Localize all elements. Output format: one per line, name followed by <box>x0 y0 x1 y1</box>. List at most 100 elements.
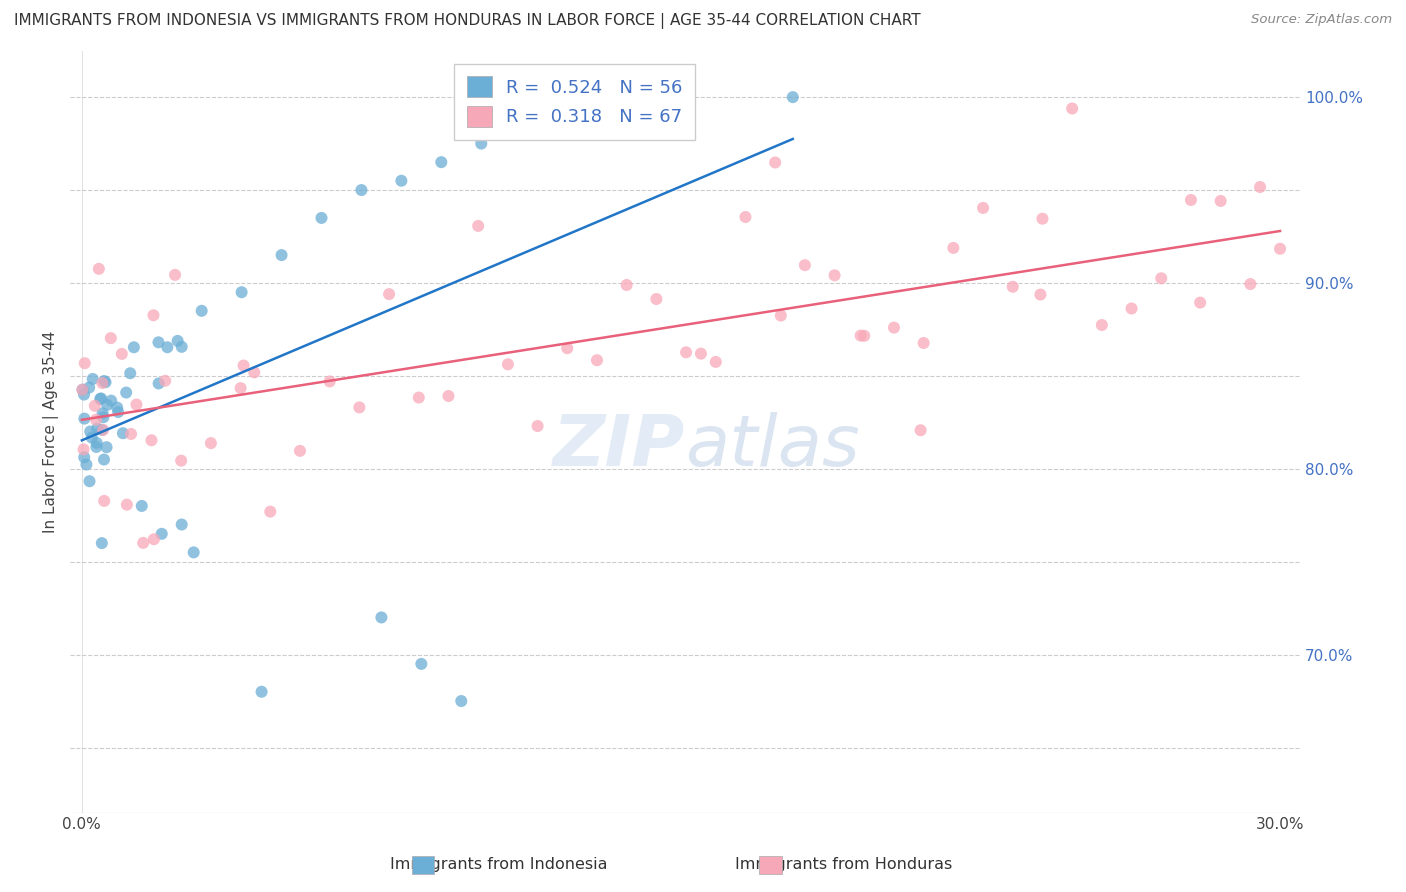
Point <box>96 440 118 454</box>
Point <box>370 610 392 624</box>
Point <box>148 376 170 391</box>
Point <box>115 498 138 512</box>
Point <box>1029 287 1052 301</box>
Point <box>734 210 756 224</box>
Point <box>73 356 96 370</box>
Point <box>675 345 697 359</box>
Point <box>411 657 433 671</box>
Point <box>91 406 114 420</box>
Point <box>170 453 193 467</box>
Point <box>243 365 266 379</box>
Point <box>526 419 548 434</box>
Text: atlas: atlas <box>685 412 859 482</box>
Point <box>107 405 129 419</box>
Point <box>83 399 105 413</box>
Point <box>166 334 188 348</box>
Point <box>378 287 401 301</box>
Point <box>910 423 932 437</box>
Point <box>86 436 108 450</box>
Point <box>824 268 846 283</box>
Point <box>125 398 148 412</box>
Point <box>1249 180 1271 194</box>
Point <box>141 434 163 448</box>
Point <box>142 308 165 322</box>
Point <box>437 389 460 403</box>
Point <box>148 335 170 350</box>
Point <box>94 376 117 390</box>
Point <box>1001 279 1024 293</box>
Text: Immigrants from Honduras: Immigrants from Honduras <box>735 857 952 872</box>
Point <box>91 376 114 390</box>
Point <box>231 285 253 300</box>
Point <box>1209 194 1232 208</box>
Point <box>100 393 122 408</box>
Point <box>122 340 145 354</box>
Text: Source: ZipAtlas.com: Source: ZipAtlas.com <box>1251 13 1392 27</box>
Point <box>1091 318 1114 332</box>
Point <box>93 452 115 467</box>
Point <box>1268 242 1291 256</box>
Point <box>105 401 128 415</box>
Text: ZIP: ZIP <box>553 412 685 482</box>
Point <box>470 136 492 151</box>
Point <box>86 422 108 436</box>
Point <box>73 411 96 425</box>
Y-axis label: In Labor Force | Age 35-44: In Labor Force | Age 35-44 <box>44 330 59 533</box>
Point <box>96 398 118 412</box>
Point <box>1239 277 1261 291</box>
Point <box>972 201 994 215</box>
Text: Immigrants from Indonesia: Immigrants from Indonesia <box>391 857 607 872</box>
Point <box>131 499 153 513</box>
Point <box>782 90 804 104</box>
Point <box>350 183 373 197</box>
Point <box>93 494 115 508</box>
Point <box>91 423 114 437</box>
Point <box>1180 193 1202 207</box>
Point <box>93 410 115 425</box>
Point <box>183 545 205 559</box>
Point <box>90 392 112 406</box>
Point <box>883 320 905 334</box>
Point <box>318 375 340 389</box>
Point <box>288 443 311 458</box>
Point <box>912 336 935 351</box>
Point <box>510 118 533 132</box>
Point <box>75 458 97 472</box>
Point <box>349 401 371 415</box>
Point <box>86 440 108 454</box>
Text: IMMIGRANTS FROM INDONESIA VS IMMIGRANTS FROM HONDURAS IN LABOR FORCE | AGE 35-44: IMMIGRANTS FROM INDONESIA VS IMMIGRANTS … <box>14 13 921 29</box>
Point <box>73 387 96 401</box>
Point <box>165 268 187 282</box>
Point <box>942 241 965 255</box>
Point <box>93 374 115 388</box>
Point <box>849 328 872 343</box>
Point <box>170 340 193 354</box>
Point <box>72 383 94 397</box>
Point <box>586 353 609 368</box>
Point <box>259 505 281 519</box>
Point <box>1150 271 1173 285</box>
Point <box>1062 102 1084 116</box>
Point <box>190 303 212 318</box>
Point <box>84 413 107 427</box>
Point <box>72 383 94 397</box>
Point <box>311 211 333 225</box>
Point <box>496 357 519 371</box>
Point <box>550 99 572 113</box>
Point <box>1189 295 1212 310</box>
Point <box>450 694 472 708</box>
Point <box>90 536 112 550</box>
Point <box>229 381 252 395</box>
Point <box>616 277 638 292</box>
Point <box>79 474 101 488</box>
Point <box>704 355 727 369</box>
Point <box>555 341 578 355</box>
Point <box>115 385 138 400</box>
Point <box>150 526 173 541</box>
Point <box>200 436 222 450</box>
Point <box>73 450 96 465</box>
Point <box>142 533 165 547</box>
Point <box>270 248 292 262</box>
Point <box>111 347 134 361</box>
Point <box>82 372 104 386</box>
